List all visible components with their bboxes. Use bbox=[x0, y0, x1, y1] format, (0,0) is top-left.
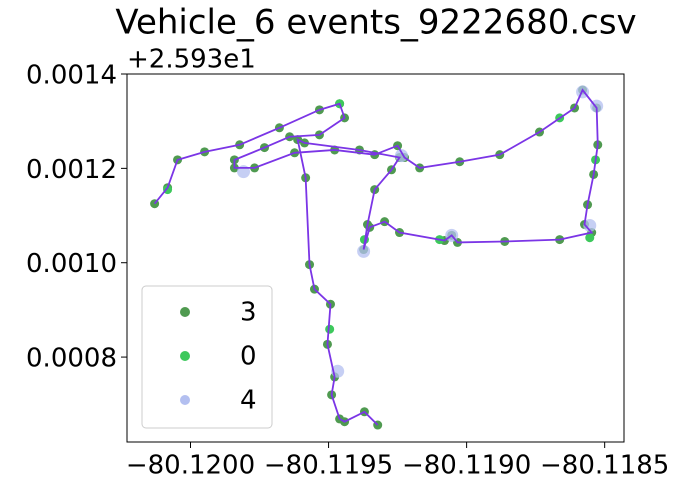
y-tick-label: 0.0010 bbox=[26, 249, 117, 279]
x-tick-label: −80.1195 bbox=[264, 451, 393, 481]
chart-title: Vehicle_6 events_9222680.csv bbox=[115, 3, 636, 43]
y-tick-label: 0.0014 bbox=[26, 61, 117, 91]
y-tick-label: 0.0012 bbox=[26, 155, 117, 185]
legend: 3 0 4 bbox=[141, 285, 273, 429]
legend-marker bbox=[180, 395, 190, 405]
legend-box bbox=[141, 285, 273, 429]
legend-label: 3 bbox=[240, 298, 257, 328]
legend-marker bbox=[180, 307, 190, 317]
track-line bbox=[153, 88, 599, 426]
plot-frame bbox=[126, 73, 625, 443]
x-tick-label: −80.1185 bbox=[540, 451, 669, 481]
legend-label: 4 bbox=[240, 386, 257, 416]
legend-marker bbox=[180, 351, 190, 361]
y-tick-label: 0.0008 bbox=[26, 344, 117, 374]
point bbox=[585, 233, 595, 243]
point bbox=[357, 244, 371, 258]
point bbox=[325, 324, 335, 334]
legend-label: 0 bbox=[240, 342, 257, 372]
x-tick-label: −80.1190 bbox=[402, 451, 531, 481]
y-offset-label: +2.593e1 bbox=[127, 45, 256, 75]
point bbox=[583, 218, 597, 232]
x-tick-label: −80.1200 bbox=[126, 451, 255, 481]
